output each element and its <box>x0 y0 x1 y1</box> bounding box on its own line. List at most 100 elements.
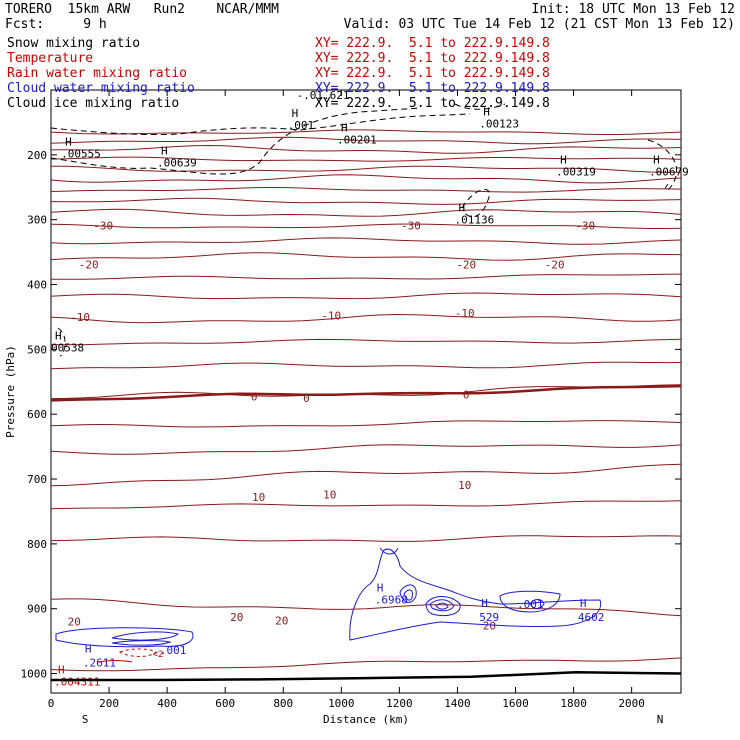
isotherm-line <box>50 338 682 346</box>
snow-contour <box>647 139 678 191</box>
snow-maximum-value: .01136 <box>455 214 495 227</box>
snow-contour <box>454 103 506 110</box>
x-tick-label: 1000 <box>328 697 355 710</box>
cloud-water-value: .6968 <box>375 594 408 607</box>
isotherm-line <box>50 144 682 154</box>
temperature-label: -20 <box>545 258 565 271</box>
temperature-label: -30 <box>93 220 113 233</box>
isotherm-line <box>50 252 682 261</box>
isotherm-line <box>50 598 682 617</box>
temperature-label: 20 <box>275 614 288 627</box>
rain-contour <box>97 660 133 663</box>
snow-maximum-marker: H <box>341 121 348 134</box>
rain-maximum-marker: H <box>58 663 65 676</box>
isotherm-line <box>50 174 682 184</box>
cloud-water-value: 4602 <box>578 611 605 624</box>
rain-contour <box>118 648 157 657</box>
x-tick-label: 1800 <box>560 697 587 710</box>
temperature-label: 20 <box>483 620 496 633</box>
isotherm-line <box>50 420 682 428</box>
x-tick-label: 400 <box>157 697 177 710</box>
snow-maximum-marker: H <box>653 154 660 167</box>
isotherm-line <box>51 273 682 280</box>
isotherm-line <box>50 237 682 245</box>
section-spec-cloud-ice: XY= 222.9. 5.1 to 222.9.149.8 <box>315 96 550 111</box>
snow-maximum-value: .00555 <box>61 148 101 161</box>
cloud-water-maximum-marker: H <box>377 582 384 595</box>
snow-maximum-marker: H <box>161 145 168 158</box>
cloud-water-contour <box>111 631 180 641</box>
y-tick-label: 300 <box>27 214 47 227</box>
snow-contour-label: -.01.621 <box>297 89 350 102</box>
snow-contour <box>461 189 490 218</box>
y-tick-label: 800 <box>27 538 47 551</box>
snow-contour <box>50 113 471 136</box>
header-valid-time: Valid: 03 UTC Tue 14 Feb 12 (21 CST Mon … <box>343 17 735 32</box>
plot-frame <box>50 89 682 694</box>
temperature-label: -30 <box>575 220 595 233</box>
cloud-water-contour <box>111 640 172 646</box>
temperature-label: 0 <box>251 391 258 404</box>
isotherm-line <box>50 292 682 300</box>
temperature-label: 10 <box>458 479 471 492</box>
cloud-water-contour <box>429 599 455 612</box>
snow-maximum-marker: H <box>483 106 490 119</box>
cloud-water-maximum-marker: H <box>580 597 587 610</box>
field-name-temperature: Temperature <box>7 51 94 66</box>
snow-maximum-value: 00538 <box>51 341 84 354</box>
cloud-water-contour <box>529 599 545 609</box>
isotherm-line <box>50 223 682 229</box>
y-tick-label: 1000 <box>21 668 48 681</box>
cloud-water-contour <box>403 589 413 601</box>
snow-contour <box>50 107 421 175</box>
temperature-label: 10 <box>323 489 336 502</box>
freezing-level-line <box>50 384 682 402</box>
cloud-water-contour <box>349 548 602 641</box>
isotherm-line <box>50 361 682 370</box>
snow-maximum-value: .00319 <box>556 166 596 179</box>
isotherm-line <box>50 444 682 455</box>
field-name-cloud-water: Cloud water mixing ratio <box>7 81 195 96</box>
cloud-water-contour <box>55 627 194 648</box>
field-name-snow: Snow mixing ratio <box>7 36 141 51</box>
isotherm-line <box>50 463 682 487</box>
x-tick-label: 0 <box>48 697 55 710</box>
temperature-label: 10 <box>252 491 265 504</box>
snow-maximum-marker: H <box>560 154 567 167</box>
temperature-label: -10 <box>455 307 475 320</box>
cloud-water-contour <box>435 602 449 610</box>
section-spec-cloud-water: XY= 222.9. 5.1 to 222.9.149.8 <box>315 81 550 96</box>
orientation-south-label: S <box>82 713 89 726</box>
cloud-water-contour <box>379 547 399 555</box>
isotherm-line <box>50 208 682 217</box>
temperature-label: 20 <box>230 611 243 624</box>
isotherm-line <box>50 500 682 510</box>
temperature-label: -10 <box>321 310 341 323</box>
y-axis-label: Pressure (hPa) <box>4 345 17 438</box>
snow-maximum-value: .00639 <box>157 157 197 170</box>
rain-contour-label: <2 <box>153 650 164 660</box>
x-tick-label: 1400 <box>444 697 471 710</box>
y-tick-label: 700 <box>27 473 47 486</box>
x-axis-label: Distance (km) <box>323 713 409 726</box>
cloud-water-contour <box>425 596 461 617</box>
x-tick-label: 1200 <box>386 697 413 710</box>
section-spec-snow: XY= 222.9. 5.1 to 222.9.149.8 <box>315 36 550 51</box>
cloud-water-contour <box>499 590 561 613</box>
snow-maximum-value: .00201 <box>337 133 377 146</box>
isotherm-line <box>50 156 682 162</box>
y-tick-label: 600 <box>27 408 47 421</box>
isotherm-line <box>50 197 682 205</box>
isotherm-line <box>50 136 682 145</box>
section-spec-rain: XY= 222.9. 5.1 to 222.9.149.8 <box>315 66 550 81</box>
header-forecast-hour: Fcst: 9 h <box>5 17 107 32</box>
temperature-label: 20 <box>68 616 81 629</box>
cloud-water-maximum-marker: H <box>85 643 92 656</box>
y-tick-label: 500 <box>27 343 47 356</box>
isotherm-line <box>50 129 682 135</box>
temperature-label: -20 <box>456 258 476 271</box>
snow-maximum-marker: H <box>292 107 299 120</box>
isotherm-line <box>50 535 682 542</box>
